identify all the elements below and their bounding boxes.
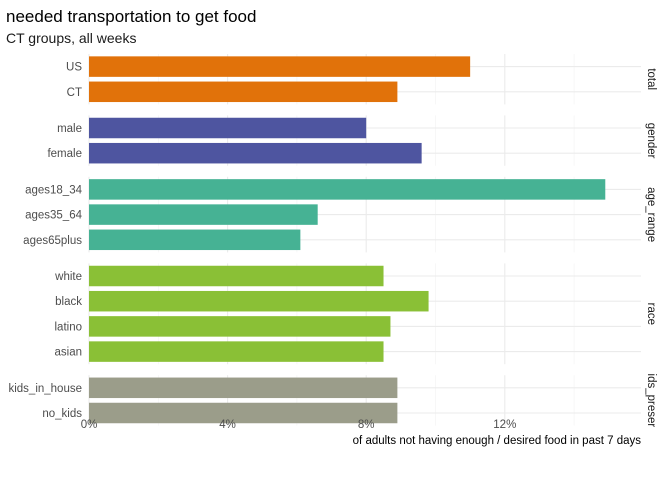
x-tick-label: 0% <box>81 419 98 431</box>
bar-white <box>89 265 384 287</box>
category-label-ages65plus: ages65plus <box>23 235 82 247</box>
category-label-ages18_34: ages18_34 <box>25 184 83 196</box>
panels: US CT total male female gender ages18_34 ages35… <box>8 54 657 427</box>
strip-label-gender: gender <box>645 123 657 159</box>
category-label-US: US <box>66 62 82 74</box>
category-label-black: black <box>55 296 82 308</box>
chart-subtitle: CT groups, all weeks <box>6 30 136 46</box>
bar-male <box>89 117 367 139</box>
category-label-no_kids: no_kids <box>42 408 82 420</box>
panel-kids_present: kids_in_house no_kids ids_preser <box>8 374 657 428</box>
panel-total: US CT total <box>66 54 657 105</box>
category-label-asian: asian <box>55 347 83 359</box>
category-label-latino: latino <box>55 321 83 333</box>
strip-label-kids_present: ids_preser <box>645 374 657 428</box>
category-label-male: male <box>57 123 82 135</box>
panel-gender: male female gender <box>47 115 657 166</box>
bar-asian <box>89 341 384 362</box>
x-axis-title: of adults not having enough / desired fo… <box>353 435 642 447</box>
bar-kids_in_house <box>89 377 398 399</box>
x-tick-label: 4% <box>219 419 236 431</box>
x-axis-ticks: 0% 4% 8% 12% <box>81 419 517 431</box>
strip-label-total: total <box>645 68 657 90</box>
strip-label-race: race <box>645 303 657 325</box>
panel-age_range: ages18_34 ages35_64 ages65plus age_range <box>23 176 657 253</box>
category-label-female: female <box>47 148 82 160</box>
bar-latino <box>89 316 391 337</box>
bar-CT <box>89 81 398 103</box>
bar-no_kids <box>89 402 398 424</box>
category-label-ages35_64: ages35_64 <box>25 210 83 222</box>
bar-ages35_64 <box>89 204 318 225</box>
panel-race: white black latino asian race <box>54 263 657 365</box>
x-tick-label: 8% <box>358 419 375 431</box>
bar-ages18_34 <box>89 179 606 200</box>
bar-female <box>89 142 422 164</box>
bar-US <box>89 56 471 77</box>
category-label-CT: CT <box>67 87 82 99</box>
strip-label-age_range: age_range <box>645 187 657 242</box>
bar-ages65plus <box>89 229 301 251</box>
bar-black <box>89 290 429 312</box>
chart-title: needed transportation to get food <box>6 7 256 26</box>
x-tick-label: 12% <box>493 419 516 431</box>
category-label-kids_in_house: kids_in_house <box>8 383 82 395</box>
category-label-white: white <box>54 271 82 283</box>
